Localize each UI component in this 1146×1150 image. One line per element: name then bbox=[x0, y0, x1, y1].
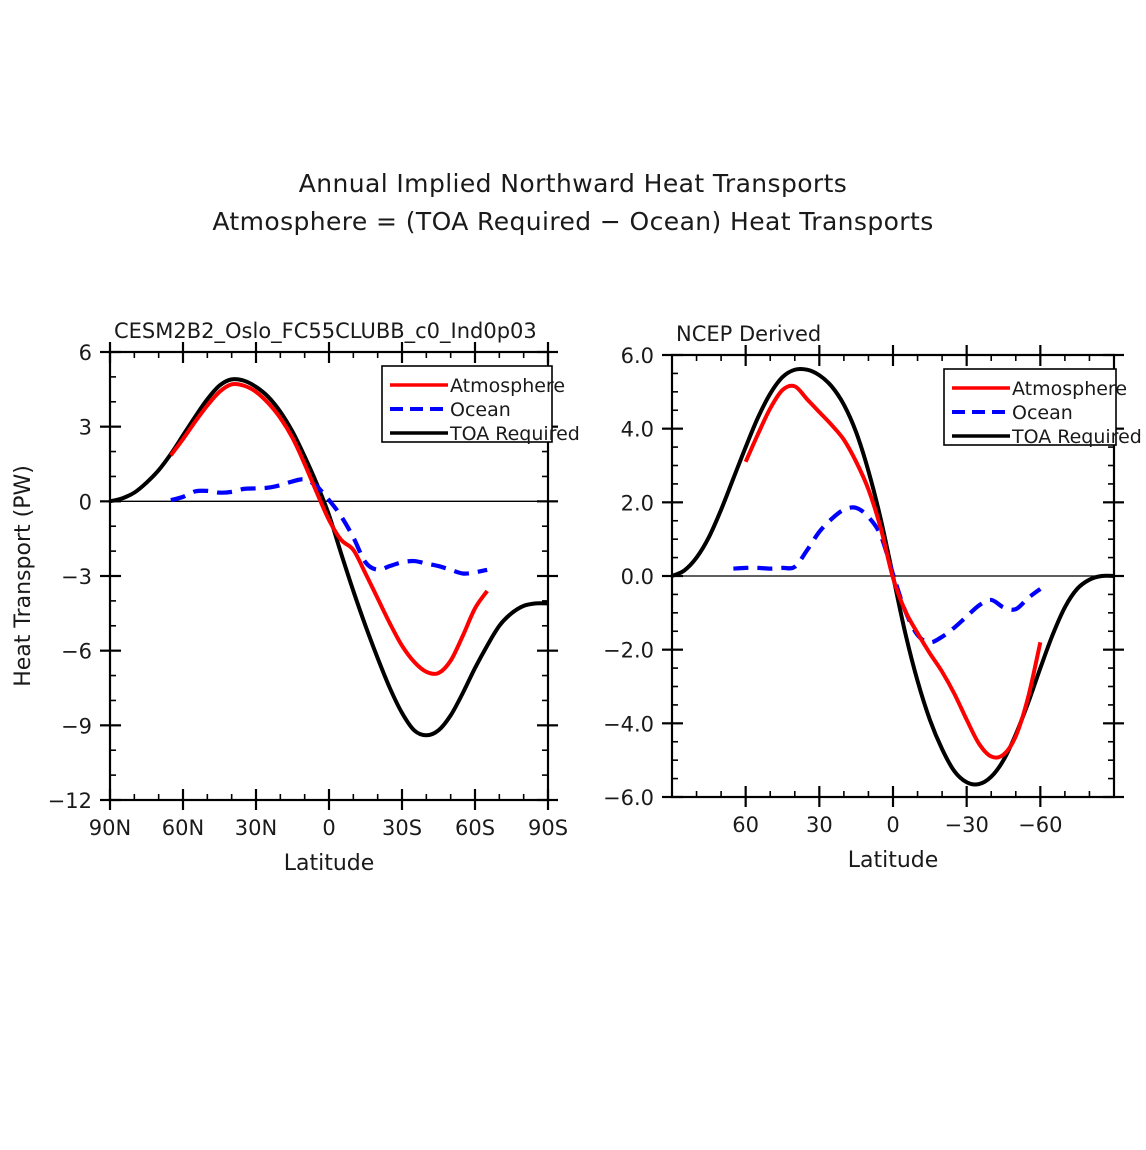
x-tick-label: 30S bbox=[382, 816, 422, 840]
x-axis-title: Latitude bbox=[284, 851, 375, 876]
x-tick-label: 0 bbox=[886, 813, 899, 837]
x-tick-label: 90N bbox=[89, 816, 131, 840]
panel-title: CESM2B2_Oslo_FC55CLUBB_c0_Ind0p03 bbox=[114, 319, 537, 344]
y-tick-label: −2.0 bbox=[603, 639, 654, 663]
x-axis-title: Latitude bbox=[848, 848, 939, 873]
legend-label-toa-required: TOA Required bbox=[449, 423, 580, 445]
legend-label-atmosphere: Atmosphere bbox=[450, 375, 565, 397]
x-tick-label: 60 bbox=[732, 813, 759, 837]
x-tick-label: 30 bbox=[806, 813, 833, 837]
y-tick-label: −9 bbox=[61, 714, 92, 738]
x-tick-label: 60S bbox=[455, 816, 495, 840]
figure-title-line-2: Atmosphere = (TOA Required − Ocean) Heat… bbox=[212, 207, 934, 236]
y-tick-label: 4.0 bbox=[621, 418, 654, 442]
y-tick-label: −3 bbox=[61, 565, 92, 589]
x-tick-label: 90S bbox=[528, 816, 568, 840]
series-line-atmosphere bbox=[743, 383, 1043, 760]
y-ticks bbox=[100, 350, 558, 802]
x-tick-label: −30 bbox=[945, 813, 989, 837]
x-tick-label: 0 bbox=[322, 816, 335, 840]
y-tick-label: 6 bbox=[79, 341, 92, 365]
panel-right-panel: NCEP Derived 6.0 4.0 2.0 0.0 −2.0 −4.0 −6.0 60 30… bbox=[603, 322, 1142, 873]
figure-title: Annual Implied Northward Heat Transports… bbox=[0, 165, 1146, 241]
legend-box bbox=[943, 368, 1117, 446]
x-minor-ticks bbox=[108, 342, 550, 810]
legend-label-ocean: Ocean bbox=[1012, 402, 1073, 424]
legend-label-atmosphere: Atmosphere bbox=[1012, 378, 1127, 400]
y-tick-label: −6 bbox=[61, 640, 92, 664]
y-tick-label: −6.0 bbox=[603, 786, 654, 810]
series-group bbox=[110, 377, 548, 738]
panel-title: NCEP Derived bbox=[676, 322, 821, 346]
y-tick-label: 0 bbox=[79, 490, 92, 514]
legend-label-toa-required: TOA Required bbox=[1011, 426, 1142, 448]
series-line-toa-required bbox=[110, 377, 548, 738]
y-tick-label: 0.0 bbox=[621, 565, 654, 589]
legend-label-ocean: Ocean bbox=[450, 399, 511, 421]
series-group bbox=[672, 366, 1114, 787]
figure-title-line-1: Annual Implied Northward Heat Transports bbox=[298, 169, 848, 198]
y-tick-label: −4.0 bbox=[603, 712, 654, 736]
y-tick-label: 2.0 bbox=[621, 491, 654, 515]
legend-box bbox=[381, 365, 553, 443]
y-tick-label: −12 bbox=[48, 789, 92, 813]
x-minor-ticks bbox=[671, 345, 1115, 807]
series-line-ocean bbox=[170, 477, 488, 576]
y-axis-title: Heat Transport (PW) bbox=[11, 465, 36, 687]
x-tick-label: 30N bbox=[235, 816, 277, 840]
y-tick-label: 3 bbox=[79, 416, 92, 440]
series-line-atmosphere bbox=[169, 381, 489, 676]
series-line-ocean bbox=[733, 505, 1042, 645]
x-tick-label: 60N bbox=[162, 816, 204, 840]
x-tick-label: −60 bbox=[1018, 813, 1062, 837]
panel-left-panel: CESM2B2_Oslo_FC55CLUBB_c0_Ind0p03 6 3 0 −3 −6… bbox=[11, 319, 580, 876]
y-tick-label: 6.0 bbox=[621, 344, 654, 368]
